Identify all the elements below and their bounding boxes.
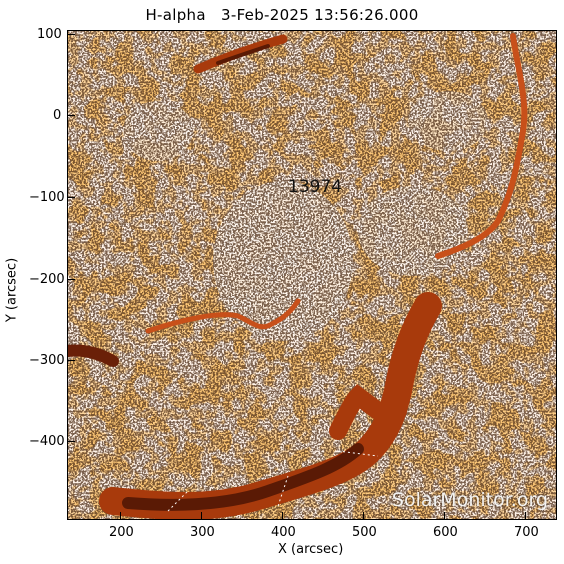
h-alpha-texture	[68, 31, 556, 519]
x-tick	[120, 512, 121, 520]
x-tick	[363, 512, 364, 520]
y-tick-label: −200	[29, 272, 65, 287]
x-tick	[201, 512, 202, 520]
y-tick-label: 100	[37, 27, 62, 42]
x-tick	[444, 512, 445, 520]
y-tick	[67, 34, 75, 35]
x-tick	[525, 512, 526, 520]
y-tick	[67, 115, 75, 116]
x-tick-label: 600	[433, 525, 458, 540]
image-title: H-alpha 3-Feb-2025 13:56:26.000	[145, 6, 419, 24]
y-tick-label: −400	[29, 434, 65, 449]
x-tick-label: 300	[190, 525, 215, 540]
x-tick-label: 500	[352, 525, 377, 540]
y-axis-title-wrap: Y (arcsec)	[2, 250, 22, 330]
x-tick	[282, 512, 283, 520]
active-region-label: 13974	[288, 177, 343, 197]
y-tick-label: −100	[29, 190, 65, 205]
x-tick-label: 700	[514, 525, 539, 540]
h-alpha-image: 13974 SolarMonitor.org	[67, 30, 557, 520]
y-tick	[67, 279, 75, 280]
watermark: SolarMonitor.org	[391, 489, 548, 511]
y-axis-title: Y (arcsec)	[4, 257, 20, 323]
y-tick-label: −300	[29, 353, 65, 368]
y-tick	[67, 360, 75, 361]
x-tick-label: 200	[109, 525, 134, 540]
y-tick-label: 0	[53, 108, 62, 123]
x-tick-label: 400	[271, 525, 296, 540]
y-tick	[67, 197, 75, 198]
y-tick	[67, 441, 75, 442]
x-axis-title: X (arcsec)	[278, 542, 344, 557]
